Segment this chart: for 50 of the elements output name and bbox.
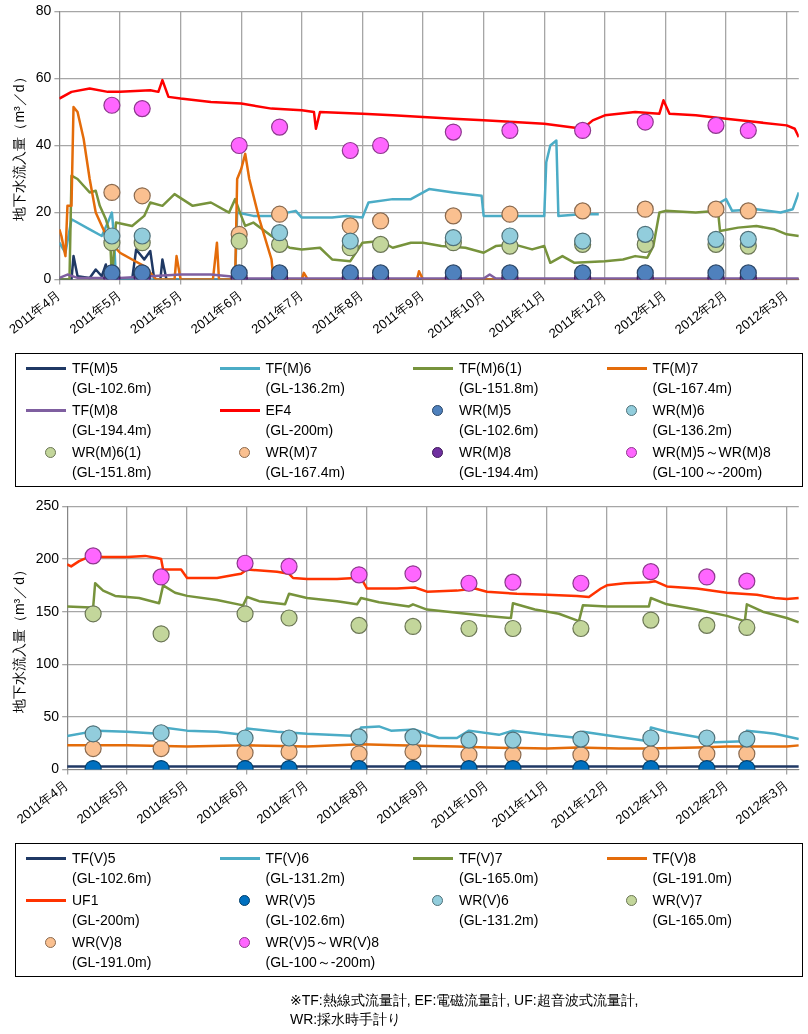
legend-label: TF(M)6(1) (GL-151.8m) bbox=[458, 359, 539, 398]
y-tick-label: 100 bbox=[35, 655, 60, 672]
legend-label: TF(M)8 (GL-194.4m) bbox=[71, 401, 152, 440]
legend-label: TF(M)5 (GL-102.6m) bbox=[71, 359, 152, 398]
x-tick-label: 2011年5月 bbox=[66, 287, 125, 337]
legend-label: TF(M)7 (GL-167.4m) bbox=[651, 359, 732, 398]
y-tick-label: 0 bbox=[51, 760, 60, 777]
x-tick-label: 2011年4月 bbox=[13, 777, 72, 827]
legend-label: WR(M)5～WR(M)8 (GL-100～-200m) bbox=[651, 443, 771, 482]
x-tick-label: 2011年7月 bbox=[253, 777, 312, 827]
legend-label: WR(V)7 (GL-165.0m) bbox=[651, 891, 732, 930]
y-axis-title: 地下水流入量（m³／d） bbox=[11, 70, 28, 222]
y-tick-label: 60 bbox=[35, 69, 52, 86]
legend-label: WR(V)8 (GL-191.0m) bbox=[71, 933, 152, 972]
x-tick-label: 2011年12月 bbox=[545, 287, 609, 342]
legend-label: WR(V)6 (GL-131.2m) bbox=[458, 891, 539, 930]
x-tick-label: 2011年5月 bbox=[127, 287, 185, 337]
y-axis-title: 地下水流入量（m³／d） bbox=[11, 562, 28, 715]
legend-label: WR(M)6(1) (GL-151.8m) bbox=[71, 443, 152, 482]
y-tick-label: 150 bbox=[35, 602, 60, 619]
x-tick-label: 2011年12月 bbox=[547, 777, 611, 832]
legend-label: TF(V)5 (GL-102.6m) bbox=[71, 849, 152, 888]
y-tick-label: 80 bbox=[35, 2, 52, 19]
y-tick-label: 20 bbox=[35, 203, 52, 220]
legend-label: WR(M)7 (GL-167.4m) bbox=[264, 443, 345, 482]
x-tick-label: 2011年6月 bbox=[193, 777, 252, 827]
legend-label: UF1 (GL-200m) bbox=[71, 891, 140, 930]
legend-label: TF(V)6 (GL-131.2m) bbox=[264, 849, 345, 888]
y-tick-label: 0 bbox=[43, 270, 52, 287]
x-tick-label: 2011年7月 bbox=[248, 287, 306, 337]
x-tick-label: 2011年8月 bbox=[309, 287, 367, 337]
x-tick-label: 2011年5月 bbox=[73, 777, 132, 827]
legend-label: WR(M)6 (GL-136.2m) bbox=[651, 401, 732, 440]
legend-label: EF4 (GL-200m) bbox=[264, 401, 334, 440]
legend-label: TF(M)6 (GL-136.2m) bbox=[264, 359, 345, 398]
legend-label: TF(V)8 (GL-191.0m) bbox=[651, 849, 732, 888]
y-tick-label: 50 bbox=[43, 707, 60, 724]
legend-label: WR(M)8 (GL-194.4m) bbox=[458, 443, 539, 482]
text: ※TF:熱線式流量計, EF:電磁流量計, UF:超音波式流量計, WR:採水時手計り bbox=[290, 991, 640, 1029]
x-tick-label: 2011年8月 bbox=[313, 777, 372, 827]
legend-label: TF(V)7 (GL-165.0m) bbox=[458, 849, 539, 888]
x-tick-label: 2011年5月 bbox=[133, 777, 192, 827]
x-tick-label: 2011年6月 bbox=[187, 287, 246, 337]
legend-label: WR(V)5～WR(V)8 (GL-100～-200m) bbox=[264, 933, 380, 972]
y-tick-label: 200 bbox=[35, 549, 60, 566]
y-tick-label: 40 bbox=[35, 136, 52, 153]
y-tick-label: 250 bbox=[35, 497, 60, 514]
legend-label: WR(M)5 (GL-102.6m) bbox=[458, 401, 539, 440]
x-tick-label: 2011年4月 bbox=[6, 287, 64, 337]
legend-label: WR(V)5 (GL-102.6m) bbox=[264, 891, 345, 930]
